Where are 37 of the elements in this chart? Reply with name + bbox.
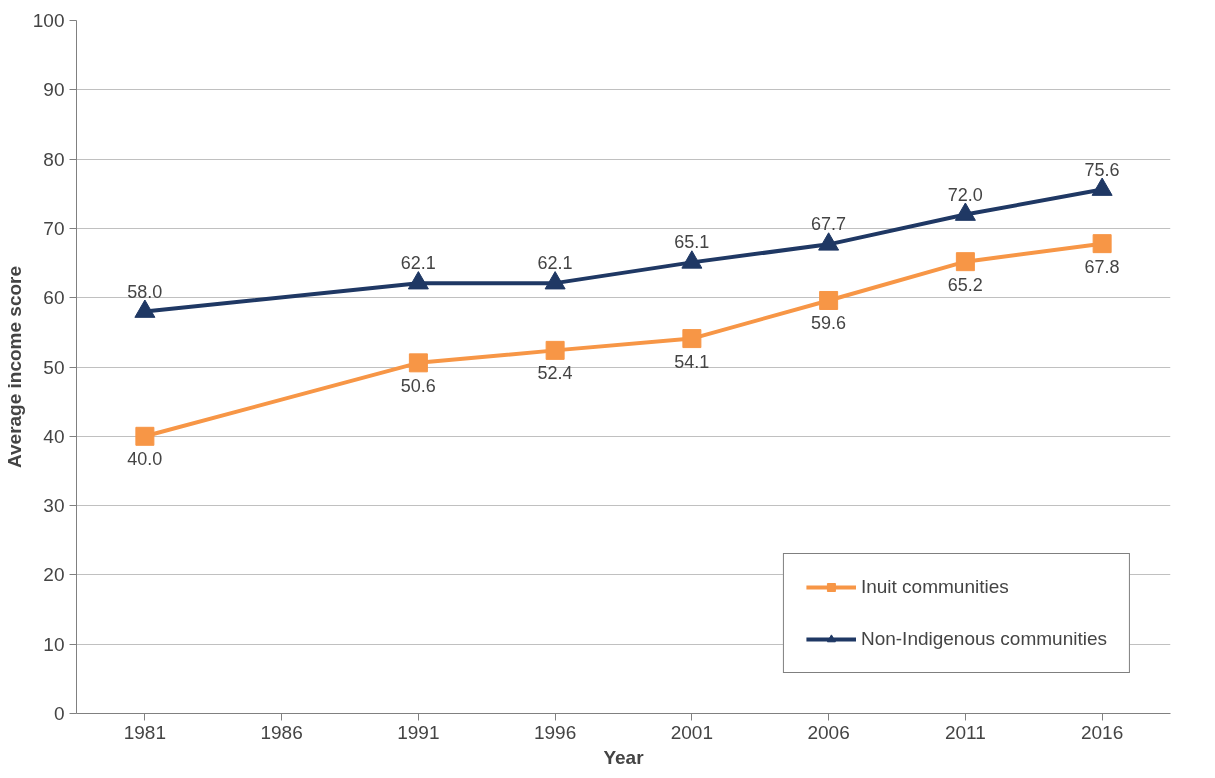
y-tick-label: 40 xyxy=(43,425,65,447)
y-tick-label: 90 xyxy=(43,79,65,101)
y-tick-label: 50 xyxy=(43,356,65,378)
x-tick-label: 2001 xyxy=(670,721,714,743)
data-label: 50.6 xyxy=(400,375,436,396)
legend-label: Non-Indigenous communities xyxy=(860,628,1107,650)
data-label: 65.1 xyxy=(674,232,710,253)
data-label: 52.4 xyxy=(537,363,573,384)
y-tick-label: 100 xyxy=(32,10,65,31)
y-tick-label: 30 xyxy=(43,495,65,517)
data-label: 67.8 xyxy=(1084,256,1120,277)
y-tick-label: 60 xyxy=(43,287,65,309)
data-label: 67.7 xyxy=(811,214,847,235)
y-tick-label: 20 xyxy=(43,564,65,586)
x-tick-label: 1981 xyxy=(123,721,167,743)
data-label: 72.0 xyxy=(947,184,983,205)
data-label: 65.2 xyxy=(947,274,983,295)
y-tick-label: 80 xyxy=(43,148,65,170)
data-label: 54.1 xyxy=(674,351,710,372)
x-axis-title: Year xyxy=(603,746,645,768)
x-tick-label: 2011 xyxy=(944,721,986,743)
x-tick-label: 1996 xyxy=(533,721,577,743)
y-tick-label: 0 xyxy=(53,703,65,724)
data-label: 62.1 xyxy=(537,253,573,274)
y-tick-label: 10 xyxy=(43,633,65,655)
data-label: 75.6 xyxy=(1084,159,1120,180)
x-tick-label: 1986 xyxy=(260,721,303,743)
x-tick-label: 2006 xyxy=(807,721,850,743)
x-tick-label: 2016 xyxy=(1080,721,1124,743)
y-tick-label: 70 xyxy=(43,217,65,239)
legend-label: Inuit communities xyxy=(860,576,1009,598)
x-tick-label: 1991 xyxy=(397,721,440,743)
data-label: 59.6 xyxy=(811,313,847,334)
data-label: 40.0 xyxy=(127,449,163,470)
y-axis-title: Average income score xyxy=(3,265,25,469)
data-label: 62.1 xyxy=(400,253,436,274)
data-label: 58.0 xyxy=(127,281,163,302)
